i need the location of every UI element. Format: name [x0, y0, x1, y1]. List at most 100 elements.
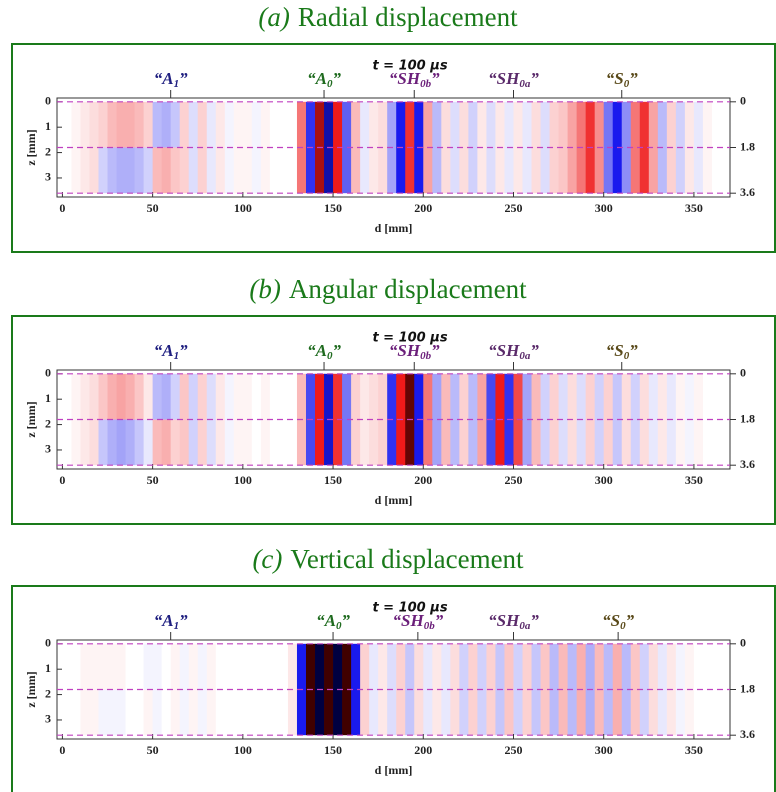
heat-cell: [414, 689, 424, 736]
heat-cell: [396, 101, 406, 148]
heat-cell: [387, 689, 397, 736]
heat-cell: [143, 419, 154, 466]
heat-cell: [242, 147, 253, 194]
heat-cell: [287, 689, 298, 736]
heat-cell: [251, 419, 262, 466]
heat-cell: [125, 147, 135, 194]
heat-cell: [423, 147, 433, 194]
heat-cell: [188, 101, 199, 148]
heat-cell: [116, 643, 126, 690]
heat-cell: [305, 643, 316, 690]
mode-name: “SH: [488, 611, 520, 630]
heat-cell: [188, 689, 199, 736]
heat-cell: [459, 373, 469, 420]
heat-cell: [233, 147, 244, 194]
mode-label: “SH0a”: [488, 611, 539, 632]
mode-quote: ”: [530, 611, 539, 630]
heat-cell: [459, 101, 469, 148]
mode-sub: 0b: [424, 620, 436, 632]
x-axis-label: d [mm]: [375, 763, 413, 777]
heat-cell: [549, 419, 559, 466]
heat-cell: [278, 147, 289, 194]
heat-cell: [107, 419, 117, 466]
heat-cell: [612, 419, 623, 466]
heat-cell: [315, 101, 325, 148]
heat-cell: [594, 689, 605, 736]
mode-quote: ”: [341, 611, 350, 630]
heat-cell: [143, 147, 154, 194]
heat-cell: [396, 689, 406, 736]
mode-sub: 0: [327, 78, 333, 90]
mode-sub: 0a: [519, 78, 531, 90]
time-annotation: t = 100 μs: [372, 331, 447, 346]
heat-cell: [684, 643, 695, 690]
heat-cell: [62, 419, 72, 466]
mode-sub: 0: [336, 620, 342, 632]
heat-cell: [423, 689, 433, 736]
heat-cell: [179, 147, 190, 194]
x-tick-label: 100: [234, 473, 252, 487]
heat-cell: [486, 101, 496, 148]
heat-cell: [188, 147, 199, 194]
heat-cell: [62, 643, 72, 690]
heat-cell: [215, 643, 226, 690]
heat-cell: [206, 419, 217, 466]
heat-cell: [251, 373, 262, 420]
heat-cell: [540, 101, 550, 148]
heat-cell: [324, 373, 334, 420]
heat-cell: [450, 147, 460, 194]
heat-cell: [441, 373, 451, 420]
heat-cell: [179, 419, 190, 466]
heat-cell: [486, 689, 496, 736]
heat-cell: [197, 419, 208, 466]
heat-cell: [224, 373, 235, 420]
heat-cell: [486, 643, 496, 690]
heat-cell: [540, 373, 550, 420]
panel-title-text: Vertical displacement: [290, 544, 524, 574]
heat-cell: [62, 101, 72, 148]
heat-cell: [152, 147, 163, 194]
mode-name: “S: [606, 341, 624, 360]
heat-cell: [360, 689, 370, 736]
heat-cell: [62, 373, 72, 420]
mode-name: “SH: [488, 69, 520, 88]
heat-cell: [287, 373, 298, 420]
heat-cell: [495, 419, 505, 466]
heat-cell: [260, 643, 271, 690]
panel-frame: [11, 315, 776, 525]
heat-cell: [522, 147, 532, 194]
heat-cell: [522, 101, 532, 148]
heat-cell: [396, 419, 406, 466]
mode-name: “A: [307, 69, 327, 88]
heat-cell: [305, 373, 316, 420]
heat-cell: [567, 101, 578, 148]
x-tick-label: 350: [685, 743, 703, 757]
heat-cell: [89, 373, 99, 420]
heat-cell: [296, 419, 307, 466]
heat-cell: [116, 689, 126, 736]
heat-cell: [260, 101, 271, 148]
heat-cell: [630, 643, 641, 690]
heat-cell: [369, 101, 379, 148]
heat-cell: [567, 147, 578, 194]
heat-cell: [80, 373, 90, 420]
mode-name: “S: [606, 69, 624, 88]
heat-cell: [594, 147, 605, 194]
heat-cell: [315, 689, 325, 736]
heat-cell: [720, 643, 731, 690]
heat-cell: [648, 643, 659, 690]
heat-cell: [242, 689, 253, 736]
mode-label: “A1”: [154, 611, 188, 632]
heat-cell: [576, 101, 587, 148]
heat-cell: [540, 643, 550, 690]
heat-cell: [648, 373, 659, 420]
heat-cell: [260, 373, 271, 420]
heat-cell: [242, 373, 253, 420]
heat-cell: [441, 689, 451, 736]
mode-name: “S: [602, 611, 620, 630]
heat-cell: [179, 689, 190, 736]
heat-cell: [405, 689, 415, 736]
heat-cell: [441, 101, 451, 148]
heat-cell: [405, 643, 415, 690]
